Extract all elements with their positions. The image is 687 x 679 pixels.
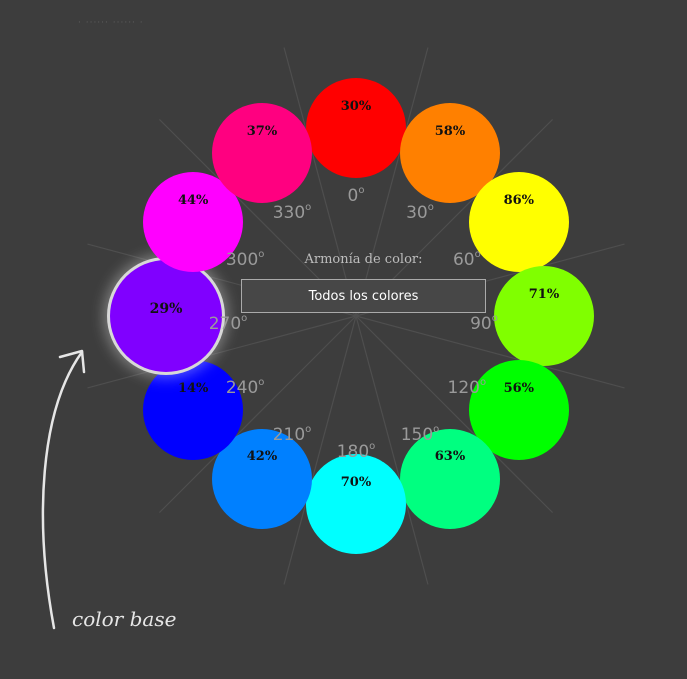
- degree-value: 150: [400, 424, 434, 445]
- color-swatch-90[interactable]: 71%: [494, 266, 594, 366]
- color-swatch-330[interactable]: 37%: [212, 103, 312, 204]
- degree-symbol: o: [258, 377, 265, 388]
- arrow-curve: [41, 350, 84, 630]
- degree-value: 120: [447, 378, 481, 398]
- swatch-percent: 37%: [246, 123, 278, 139]
- degree-label-300: 300o: [225, 249, 265, 270]
- swatch-percent: 58%: [434, 123, 466, 139]
- degree-symbol: o: [427, 202, 434, 214]
- color-swatch-210[interactable]: 42%: [212, 428, 312, 529]
- degree-value: 180: [336, 442, 370, 462]
- harmony-label: Armonía de color:: [304, 252, 423, 267]
- swatch-percent: 44%: [177, 192, 209, 208]
- color-swatch-240[interactable]: 14%: [143, 360, 244, 460]
- degree-label-240: 240o: [225, 377, 265, 398]
- degree-label-60: 60o: [452, 249, 481, 270]
- wheel-spoke: [355, 315, 553, 513]
- color-swatch-150[interactable]: 63%: [400, 428, 500, 529]
- degree-label-150: 150o: [400, 423, 440, 445]
- degree-symbol: o: [305, 202, 312, 214]
- degree-symbol: o: [474, 249, 481, 260]
- degree-value: 330: [272, 203, 306, 224]
- swatch-percent: 63%: [434, 449, 466, 465]
- arrow-head: [58, 349, 86, 374]
- swatch-percent: 71%: [528, 286, 560, 302]
- swatch-percent: 70%: [340, 474, 372, 490]
- degree-value: 0: [347, 186, 359, 206]
- color-swatch-270[interactable]: 29%: [110, 260, 222, 372]
- degree-label-120: 120o: [447, 377, 487, 398]
- swatch-percent: 56%: [503, 380, 535, 396]
- wheel-spoke: [283, 47, 357, 317]
- degree-value: 60: [452, 250, 475, 270]
- wheel-spoke: [355, 315, 625, 389]
- color-base-label: color base: [72, 607, 177, 631]
- color-swatch-180[interactable]: 70%: [306, 454, 406, 554]
- wheel-spoke: [355, 47, 429, 317]
- degree-symbol: o: [369, 441, 376, 452]
- degree-symbol: o: [241, 313, 248, 324]
- harmony-select[interactable]: Todos los colores: [241, 279, 486, 313]
- degree-symbol: o: [358, 185, 365, 196]
- swatch-percent: 42%: [246, 449, 278, 465]
- wheel-spoke: [87, 315, 357, 389]
- degree-label-210: 210o: [272, 423, 312, 445]
- degree-value: 270: [208, 314, 242, 334]
- swatch-percent: 14%: [177, 380, 209, 396]
- degree-symbol: o: [305, 423, 312, 435]
- degree-label-270: 270o: [208, 313, 248, 334]
- color-swatch-0[interactable]: 30%: [306, 78, 406, 178]
- wheel-spoke: [355, 315, 429, 585]
- degree-label-180: 180o: [336, 441, 376, 462]
- wheel-spoke: [283, 315, 357, 585]
- degree-value: 90: [470, 314, 492, 334]
- degree-value: 300: [225, 250, 259, 270]
- swatch-percent: 29%: [149, 300, 183, 317]
- wheel-spoke: [159, 315, 357, 513]
- degree-value: 30: [406, 203, 428, 224]
- degree-value: 210: [272, 424, 306, 445]
- swatch-percent: 30%: [340, 98, 372, 114]
- degree-symbol: o: [480, 377, 487, 388]
- header-text: · ······ ······ ·: [78, 18, 144, 28]
- degree-symbol: o: [491, 313, 498, 324]
- degree-label-330: 330o: [272, 202, 312, 224]
- degree-symbol: o: [433, 423, 440, 435]
- degree-symbol: o: [258, 249, 265, 260]
- degree-value: 240: [225, 378, 259, 398]
- swatch-percent: 86%: [503, 192, 535, 208]
- degree-label-90: 90o: [470, 313, 498, 334]
- degree-label-30: 30o: [406, 202, 434, 224]
- degree-label-0: 0o: [347, 185, 365, 206]
- color-swatch-60[interactable]: 86%: [468, 172, 569, 272]
